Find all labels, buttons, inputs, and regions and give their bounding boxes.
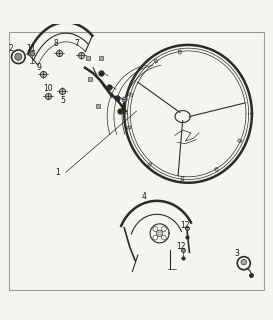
Text: 4: 4 [142, 192, 147, 201]
Bar [238, 139, 242, 143]
Circle shape [156, 230, 163, 236]
Text: 6: 6 [120, 102, 125, 112]
Circle shape [15, 53, 22, 60]
Text: 9: 9 [36, 63, 41, 72]
Bar [147, 162, 152, 167]
Circle shape [241, 260, 247, 265]
Text: 3: 3 [235, 249, 240, 258]
Text: 12: 12 [176, 243, 185, 252]
Bar [178, 50, 181, 54]
Text: 7: 7 [74, 39, 79, 48]
Text: 1: 1 [55, 168, 60, 177]
Text: 5: 5 [60, 96, 65, 105]
Text: 12: 12 [180, 221, 189, 230]
Text: 10: 10 [43, 84, 52, 93]
Text: 11: 11 [26, 44, 36, 53]
Text: 2: 2 [9, 44, 14, 53]
Text: 8: 8 [54, 39, 58, 48]
Bar [129, 93, 133, 97]
Bar [127, 126, 131, 129]
Bar [154, 59, 158, 63]
Bar [181, 177, 184, 180]
Bar [215, 167, 219, 172]
